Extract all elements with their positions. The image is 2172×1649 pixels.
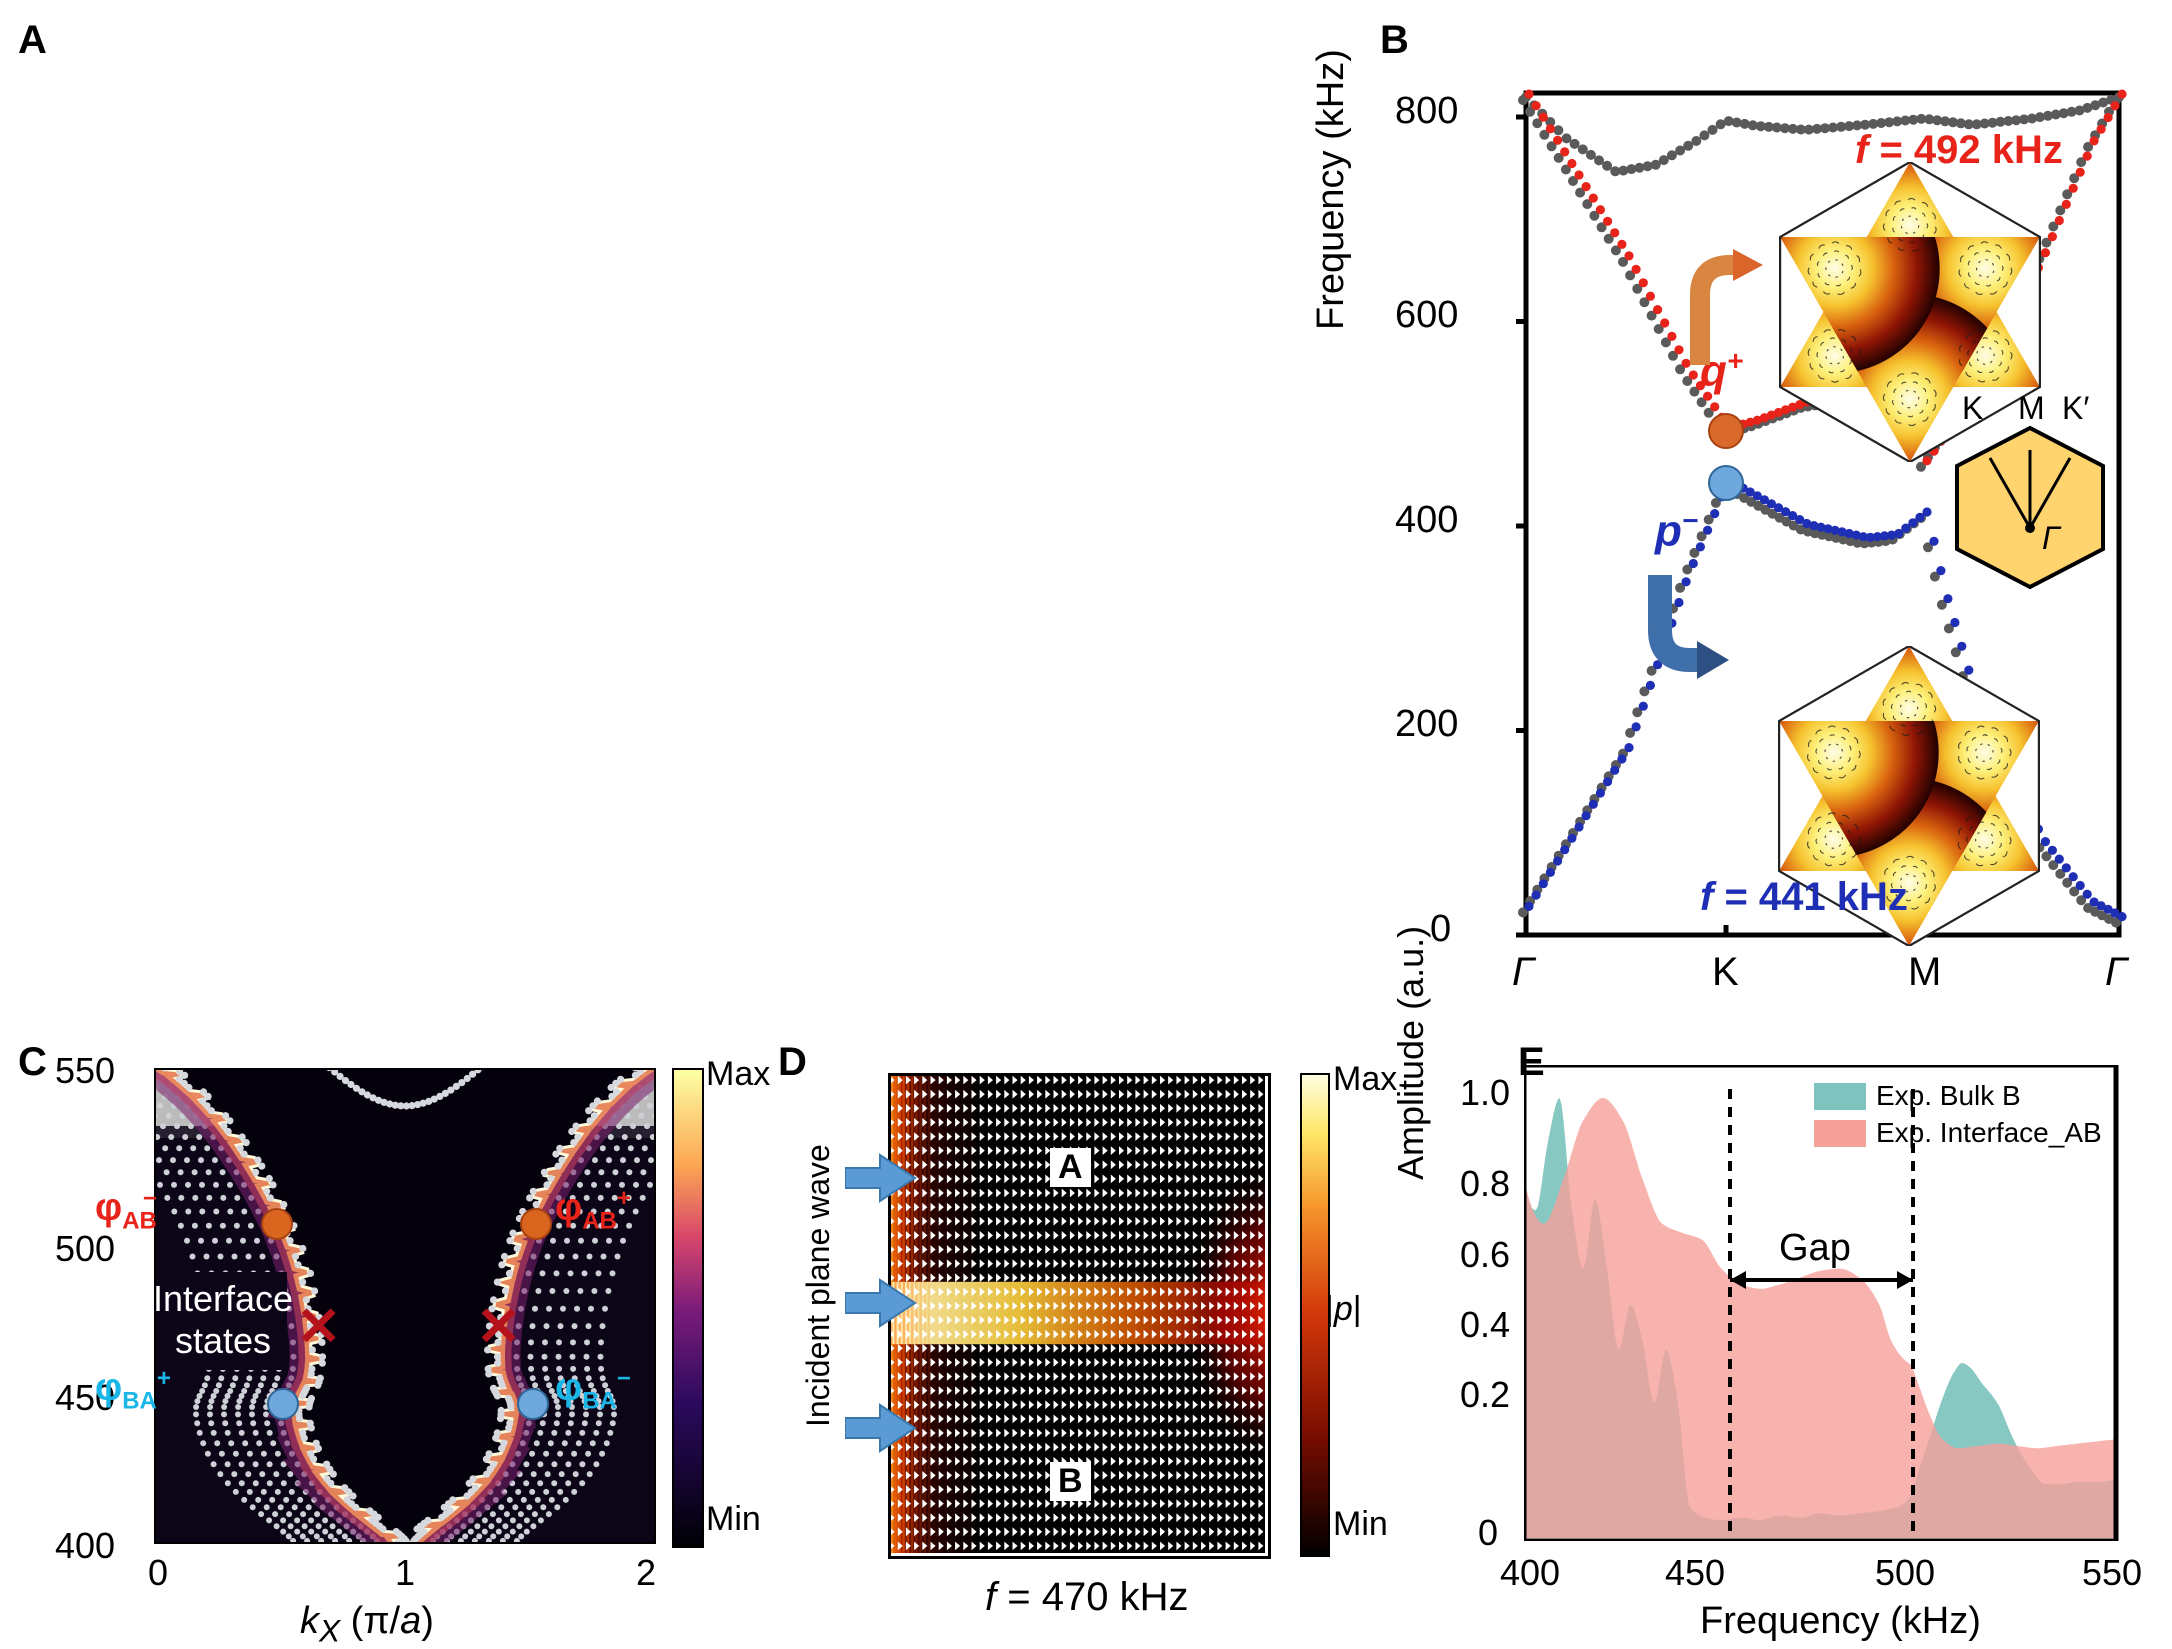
svg-text:Gap: Gap [1779, 1227, 1851, 1269]
svg-text:Exp. Bulk B: Exp. Bulk B [1876, 1080, 2021, 1111]
svg-text:Exp. Interface_AB: Exp. Interface_AB [1876, 1117, 2102, 1148]
